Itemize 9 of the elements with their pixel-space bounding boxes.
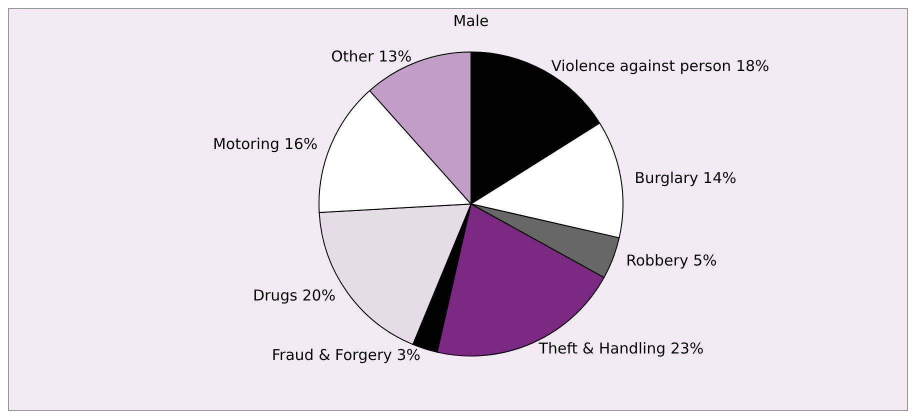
slice-label: Drugs 20% — [252, 286, 336, 305]
chart-title: Male — [453, 12, 489, 30]
slice-label: Burglary 14% — [634, 168, 736, 187]
slice-label: Theft & Handling 23% — [538, 339, 704, 358]
slice-label: Robbery 5% — [626, 252, 717, 270]
slice-label: Motoring 16% — [212, 134, 318, 153]
slice-label: Fraud & Forgery 3% — [272, 346, 421, 364]
slice-label: Violence against person 18% — [551, 56, 770, 75]
slice-label: Other 13% — [331, 48, 412, 66]
